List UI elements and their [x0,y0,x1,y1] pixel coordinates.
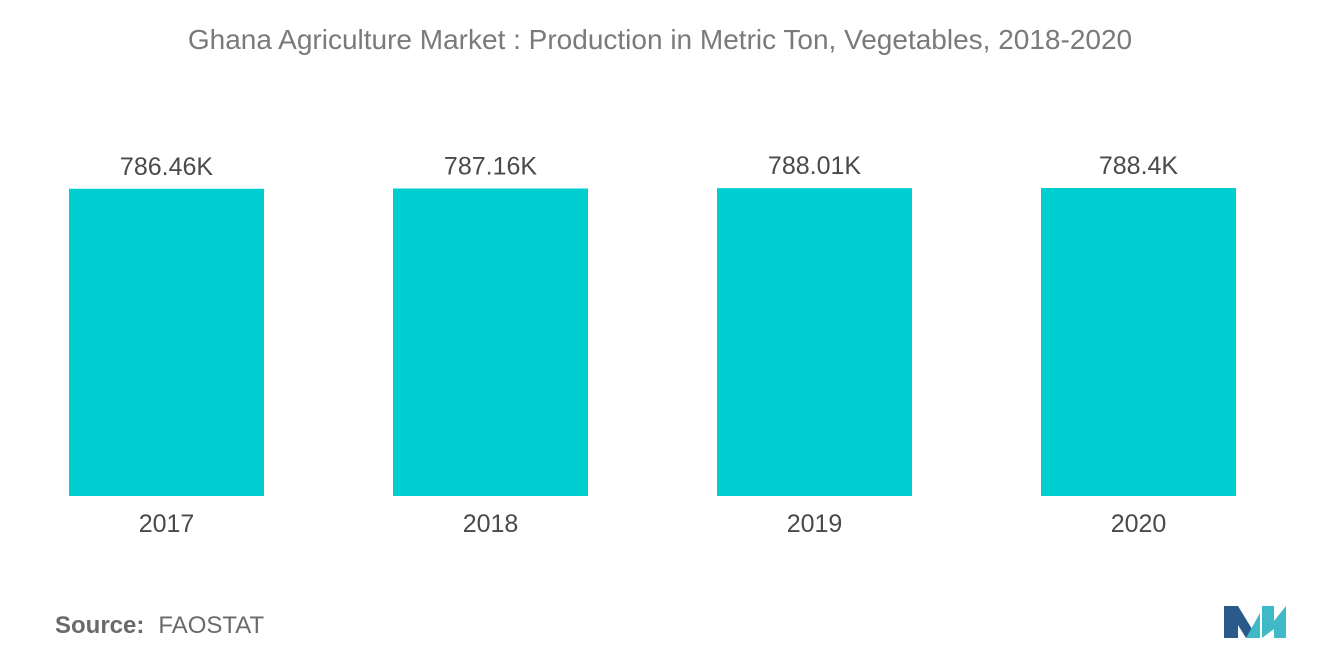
labels-layer: 786.46K 2017 787.16K 2018 788.01K 2019 788.4K 2… [120,152,1179,538]
data-label-2020: 788.4K [1099,152,1179,180]
logo-shape-middle [1246,613,1260,638]
logo-shape-right [1262,606,1286,638]
bar-2018 [393,188,588,496]
x-tick-label-2017: 2017 [139,510,195,538]
data-label-2017: 786.46K [120,153,213,181]
data-label-2019: 788.01K [768,152,861,180]
bars-layer [69,188,1236,497]
bar-chart: 786.46K 2017 787.16K 2018 788.01K 2019 788.4K 2… [69,152,1236,538]
x-tick-label-2020: 2020 [1111,510,1167,538]
mordor-intelligence-logo-icon [1224,606,1286,638]
bar-2017 [69,188,264,497]
bar-2020 [1041,188,1236,496]
chart-title: Ghana Agriculture Market : Production in… [187,24,1133,55]
x-tick-label-2019: 2019 [787,510,843,538]
data-label-2018: 787.16K [444,152,537,180]
source-value: FAOSTAT [158,612,265,639]
logo-shape-left [1224,606,1252,638]
source-note: Source: FAOSTAT [55,612,264,640]
x-tick-label-2018: 2018 [463,510,519,538]
source-label: Source: [55,612,145,639]
bar-2019 [717,188,912,497]
